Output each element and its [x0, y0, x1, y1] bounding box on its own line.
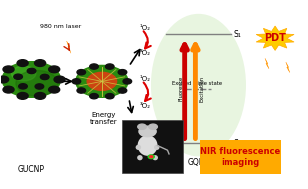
Circle shape — [118, 88, 127, 93]
Polygon shape — [265, 58, 269, 69]
Text: Excitation: Excitation — [199, 76, 204, 102]
Text: Excited triple state: Excited triple state — [172, 81, 222, 86]
Text: Energy
transfer: Energy transfer — [90, 112, 117, 125]
Text: PDT: PDT — [264, 33, 286, 43]
Circle shape — [148, 155, 154, 159]
Text: ³O₂: ³O₂ — [139, 103, 150, 109]
Circle shape — [118, 70, 127, 75]
Text: GQDs: GQDs — [188, 159, 209, 167]
Circle shape — [17, 93, 28, 99]
Circle shape — [149, 124, 157, 129]
Circle shape — [105, 94, 114, 99]
Ellipse shape — [154, 145, 160, 150]
Circle shape — [87, 72, 117, 90]
Circle shape — [19, 84, 27, 89]
Polygon shape — [67, 41, 71, 53]
Circle shape — [54, 76, 65, 83]
Ellipse shape — [136, 145, 141, 150]
Circle shape — [105, 64, 114, 69]
Circle shape — [76, 65, 128, 97]
Circle shape — [14, 74, 22, 79]
Circle shape — [34, 60, 46, 67]
Text: ³O₂: ³O₂ — [139, 50, 150, 56]
Circle shape — [49, 86, 60, 93]
Text: S₁: S₁ — [234, 30, 241, 39]
Circle shape — [90, 64, 98, 69]
FancyBboxPatch shape — [122, 120, 183, 173]
Circle shape — [77, 88, 86, 93]
Ellipse shape — [138, 135, 157, 156]
Circle shape — [40, 74, 49, 80]
Circle shape — [3, 86, 14, 93]
Text: ¹O₂: ¹O₂ — [139, 77, 150, 82]
Circle shape — [72, 79, 81, 84]
Ellipse shape — [151, 14, 246, 156]
Circle shape — [34, 93, 46, 99]
Circle shape — [150, 156, 153, 158]
Text: S₀: S₀ — [234, 139, 241, 148]
Text: ¹O₂: ¹O₂ — [139, 25, 150, 31]
Text: 980 nm laser: 980 nm laser — [40, 24, 81, 29]
Circle shape — [27, 68, 36, 74]
Circle shape — [138, 124, 146, 129]
Circle shape — [139, 126, 156, 137]
Ellipse shape — [137, 155, 143, 160]
Polygon shape — [286, 62, 290, 73]
Circle shape — [123, 79, 132, 84]
Circle shape — [77, 70, 86, 75]
Ellipse shape — [152, 155, 158, 160]
Polygon shape — [256, 26, 294, 50]
Circle shape — [3, 66, 14, 73]
Circle shape — [2, 62, 60, 97]
Circle shape — [11, 66, 36, 81]
Circle shape — [35, 84, 44, 89]
Circle shape — [90, 94, 98, 99]
Text: Fluoresce: Fluoresce — [178, 76, 184, 101]
Circle shape — [49, 66, 60, 73]
Circle shape — [16, 70, 58, 96]
Circle shape — [17, 60, 28, 67]
Text: GUCNP: GUCNP — [18, 165, 45, 174]
Text: NIR fluorescence
imaging: NIR fluorescence imaging — [201, 147, 281, 167]
Circle shape — [0, 76, 9, 83]
FancyBboxPatch shape — [200, 139, 281, 174]
